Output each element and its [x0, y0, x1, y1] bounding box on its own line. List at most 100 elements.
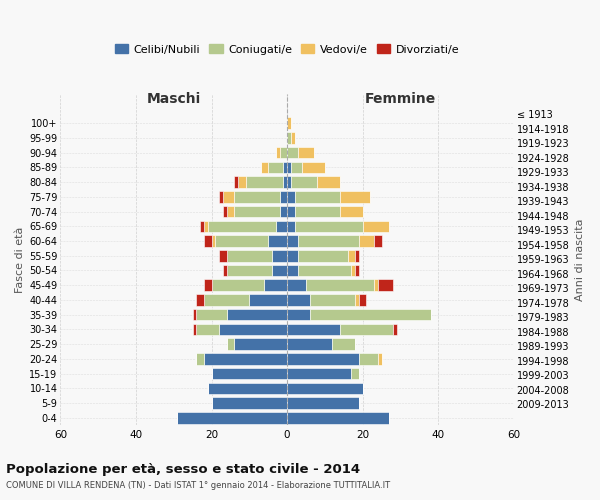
Y-axis label: Anni di nascita: Anni di nascita [575, 218, 585, 300]
Bar [352, 264, 355, 276]
Bar [227, 250, 272, 262]
Bar [212, 398, 287, 409]
Bar [200, 220, 204, 232]
Bar [295, 220, 363, 232]
Bar [196, 324, 219, 335]
Bar [178, 412, 287, 424]
Bar [287, 236, 298, 247]
Bar [208, 220, 276, 232]
Bar [393, 324, 397, 335]
Bar [204, 280, 212, 291]
Bar [374, 280, 378, 291]
Text: Femmine: Femmine [365, 92, 436, 106]
Bar [268, 236, 287, 247]
Bar [196, 309, 227, 320]
Bar [355, 264, 359, 276]
Bar [347, 250, 355, 262]
Bar [295, 206, 340, 218]
Bar [265, 280, 287, 291]
Bar [287, 324, 340, 335]
Bar [193, 309, 196, 320]
Bar [359, 236, 374, 247]
Bar [302, 162, 325, 173]
Bar [250, 294, 287, 306]
Bar [363, 220, 389, 232]
Bar [378, 280, 393, 291]
Bar [196, 353, 204, 364]
Bar [287, 118, 291, 129]
Bar [212, 368, 287, 380]
Bar [352, 368, 359, 380]
Bar [287, 250, 298, 262]
Bar [287, 280, 306, 291]
Bar [234, 338, 287, 350]
Bar [355, 250, 359, 262]
Bar [359, 294, 367, 306]
Bar [204, 236, 212, 247]
Bar [378, 353, 382, 364]
Bar [287, 309, 310, 320]
Bar [283, 162, 287, 173]
Bar [291, 176, 317, 188]
Bar [268, 162, 283, 173]
Bar [287, 220, 295, 232]
Bar [276, 147, 280, 158]
Bar [280, 147, 287, 158]
Bar [208, 382, 287, 394]
Bar [219, 324, 287, 335]
Bar [310, 294, 355, 306]
Bar [287, 162, 291, 173]
Bar [287, 147, 298, 158]
Bar [287, 191, 295, 202]
Bar [227, 338, 234, 350]
Bar [306, 280, 374, 291]
Bar [374, 236, 382, 247]
Bar [280, 191, 287, 202]
Bar [317, 176, 340, 188]
Bar [287, 412, 389, 424]
Bar [287, 264, 298, 276]
Bar [234, 206, 280, 218]
Bar [298, 264, 352, 276]
Text: COMUNE DI VILLA RENDENA (TN) - Dati ISTAT 1° gennaio 2014 - Elaborazione TUTTITA: COMUNE DI VILLA RENDENA (TN) - Dati ISTA… [6, 481, 390, 490]
Bar [287, 206, 295, 218]
Bar [340, 324, 393, 335]
Bar [298, 250, 347, 262]
Bar [215, 236, 268, 247]
Bar [227, 309, 287, 320]
Bar [340, 191, 370, 202]
Bar [227, 206, 234, 218]
Bar [340, 206, 363, 218]
Bar [291, 162, 302, 173]
Bar [272, 250, 287, 262]
Bar [223, 191, 234, 202]
Bar [219, 250, 227, 262]
Bar [287, 338, 332, 350]
Bar [238, 176, 245, 188]
Bar [204, 220, 208, 232]
Bar [355, 294, 359, 306]
Bar [196, 294, 204, 306]
Bar [310, 309, 431, 320]
Bar [272, 264, 287, 276]
Bar [298, 147, 314, 158]
Bar [332, 338, 355, 350]
Bar [212, 280, 265, 291]
Bar [204, 353, 287, 364]
Bar [223, 264, 227, 276]
Bar [193, 324, 196, 335]
Y-axis label: Fasce di età: Fasce di età [15, 226, 25, 292]
Bar [359, 353, 378, 364]
Bar [287, 368, 352, 380]
Legend: Celibi/Nubili, Coniugati/e, Vedovi/e, Divorziati/e: Celibi/Nubili, Coniugati/e, Vedovi/e, Di… [110, 40, 464, 59]
Bar [276, 220, 287, 232]
Bar [227, 264, 272, 276]
Bar [204, 294, 250, 306]
Bar [298, 236, 359, 247]
Bar [287, 294, 310, 306]
Bar [287, 382, 363, 394]
Bar [295, 191, 340, 202]
Bar [283, 176, 287, 188]
Bar [245, 176, 283, 188]
Text: Popolazione per età, sesso e stato civile - 2014: Popolazione per età, sesso e stato civil… [6, 462, 360, 475]
